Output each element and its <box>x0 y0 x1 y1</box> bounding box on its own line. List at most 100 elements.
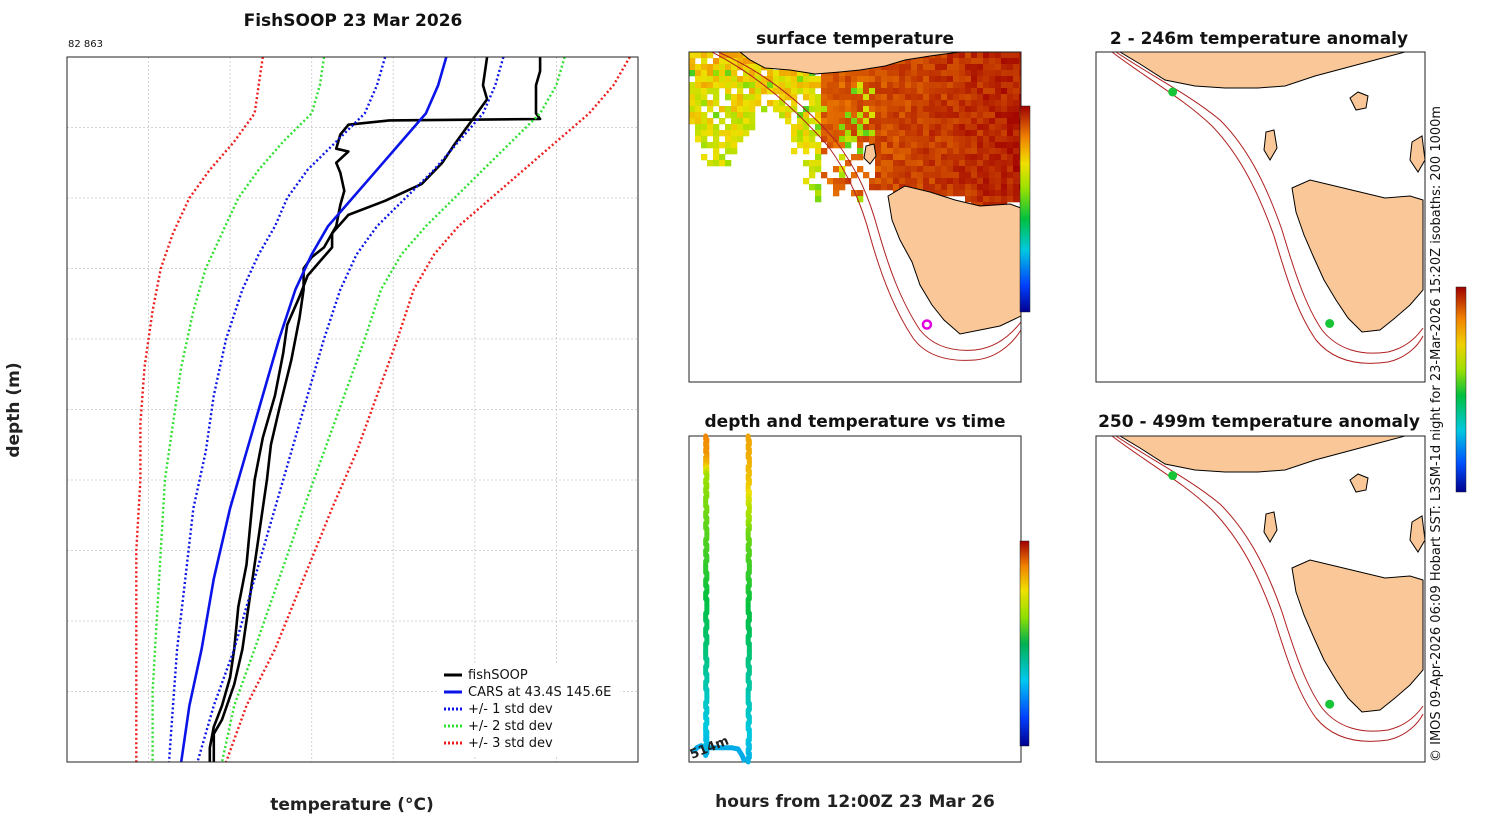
sst-pixel <box>989 178 996 185</box>
sst-pixel <box>845 106 852 113</box>
sst-pixel <box>917 70 924 77</box>
sst-pixel <box>869 178 876 185</box>
sst-pixel <box>845 76 852 83</box>
sst-pixel <box>821 172 828 179</box>
sst-pixel <box>941 64 948 71</box>
sst-pixel <box>977 100 984 107</box>
sst-pixel <box>1001 118 1008 125</box>
sst-pixel <box>773 76 780 83</box>
sst-pixel <box>755 64 762 71</box>
anomaly2-flinders-island <box>1409 515 1425 553</box>
sst-pixel <box>989 88 996 95</box>
sst-pixel <box>863 118 870 125</box>
sst-pixel <box>797 88 804 95</box>
sst-pixel <box>695 100 702 107</box>
sst-pixel <box>1013 148 1020 155</box>
sst-pixel <box>695 76 702 83</box>
sst-pixel <box>881 136 888 143</box>
sst-pixel <box>881 124 888 131</box>
sst-pixel <box>1013 112 1020 119</box>
sst-pixel <box>971 76 978 83</box>
sst-pixel <box>743 130 750 137</box>
sst-pixel <box>917 94 924 101</box>
sst-pixel <box>953 100 960 107</box>
sst-pixel <box>917 88 924 95</box>
sst-pixel <box>947 148 954 155</box>
sst-pixel <box>887 118 894 125</box>
sst-pixel <box>977 190 984 197</box>
sst-pixel <box>959 82 966 89</box>
sst-pixel <box>809 172 816 179</box>
sst-pixel <box>989 148 996 155</box>
sst-pixel <box>911 172 918 179</box>
sst-pixel <box>989 172 996 179</box>
anomaly2-map <box>1111 436 1425 742</box>
sst-pixel <box>929 64 936 71</box>
sst-pixel <box>731 118 738 125</box>
sst-pixel <box>971 196 978 203</box>
sst-pixel <box>803 160 810 167</box>
sst-pixel <box>779 88 786 95</box>
sst-pixel <box>1013 94 1020 101</box>
sst-pixel <box>731 124 738 131</box>
sst-pixel <box>959 58 966 65</box>
sst-pixel <box>917 100 924 107</box>
sst-pixel <box>851 100 858 107</box>
sst-pixel <box>767 82 774 89</box>
sst-pixel <box>929 70 936 77</box>
sst-pixel <box>935 136 942 143</box>
sst-pixel <box>881 160 888 167</box>
sst-pixel <box>731 112 738 119</box>
sst-pixel <box>695 82 702 89</box>
sst-pixel <box>749 106 756 113</box>
sst-pixel <box>983 130 990 137</box>
sst-pixel <box>911 154 918 161</box>
sst-pixel <box>725 112 732 119</box>
sst-pixel <box>875 82 882 89</box>
sst-pixel <box>923 94 930 101</box>
sst-pixel <box>695 88 702 95</box>
sst-pixel <box>815 124 822 131</box>
sst-pixel <box>857 94 864 101</box>
sst-pixel <box>701 64 708 71</box>
sst-pixel <box>923 64 930 71</box>
sst-pixel <box>1019 76 1021 83</box>
sst-pixel <box>947 172 954 179</box>
sst-pixel <box>935 172 942 179</box>
sst-pixel <box>707 106 714 113</box>
sst-pixel <box>833 124 840 131</box>
sst-pixel <box>941 148 948 155</box>
sst-pixel <box>905 160 912 167</box>
sst-pixel <box>713 124 720 131</box>
sst-pixel <box>1013 160 1020 167</box>
sst-pixel <box>875 112 882 119</box>
sst-pixel <box>839 172 846 179</box>
sst-pixel <box>1013 70 1020 77</box>
sst-pixel <box>803 112 810 119</box>
sst-pixel <box>773 70 780 77</box>
sst-pixel <box>941 184 948 191</box>
sst-pixel <box>821 118 828 125</box>
sst-pixel <box>983 64 990 71</box>
sst-pixel <box>887 142 894 149</box>
sst-pixel <box>977 184 984 191</box>
sst-pixel <box>809 142 816 149</box>
sst-pixel <box>851 94 858 101</box>
sst-pixel <box>707 64 714 71</box>
sst-pixel <box>959 76 966 83</box>
sst-pixel <box>719 154 726 161</box>
sst-pixel <box>707 100 714 107</box>
sst-pixel <box>977 154 984 161</box>
sst-pixel <box>989 70 996 77</box>
sst-pixel <box>875 178 882 185</box>
sst-pixel <box>875 70 882 77</box>
sst-pixel <box>1001 142 1008 149</box>
sst-pixel <box>869 184 876 191</box>
sst-pixel <box>935 64 942 71</box>
sst-pixel <box>839 94 846 101</box>
sst-pixel <box>1013 52 1020 59</box>
sst-pixel <box>791 88 798 95</box>
anomaly1-axes-frame <box>1095 51 1426 383</box>
sst-pixel <box>929 178 936 185</box>
sst-pixel <box>995 76 1002 83</box>
